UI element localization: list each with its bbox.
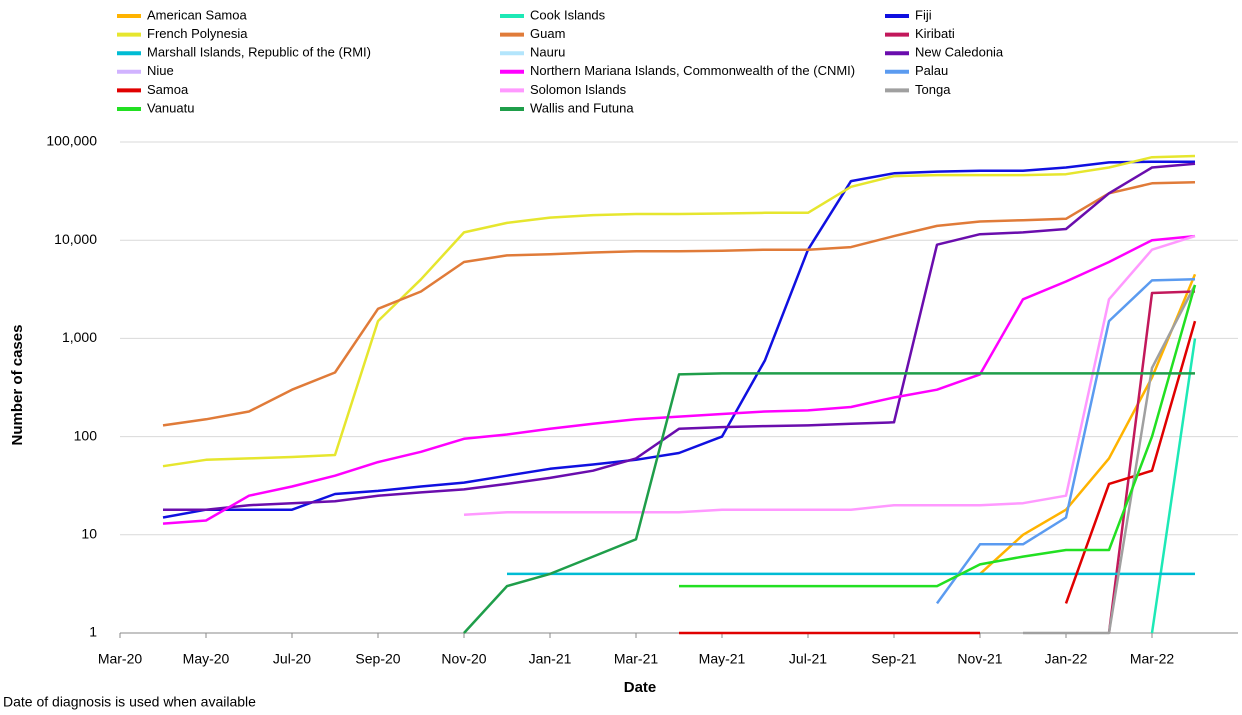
x-tick-label: Jan-22	[1045, 651, 1088, 667]
footnote: Date of diagnosis is used when available	[3, 694, 256, 710]
legend-label: American Samoa	[147, 7, 247, 22]
series-line	[979, 273, 1197, 575]
legend-label: Samoa	[147, 82, 189, 97]
x-tick-label: Mar-21	[614, 651, 659, 667]
series-line	[679, 284, 1197, 588]
series-line	[679, 320, 1197, 635]
series-line	[1023, 284, 1197, 635]
series-line	[463, 372, 1195, 634]
legend-label: Palau	[915, 63, 948, 78]
y-tick-label: 10	[81, 526, 97, 542]
y-tick-label: 100,000	[46, 133, 97, 149]
series-line	[162, 234, 1196, 525]
legend-label: Solomon Islands	[530, 82, 627, 97]
series-line	[463, 234, 1196, 517]
legend-label: Nauru	[530, 45, 565, 60]
x-tick-label: Jul-21	[789, 651, 827, 667]
legend-label: Guam	[530, 26, 565, 41]
y-tick-label: 1,000	[62, 329, 97, 345]
series-line	[163, 162, 1196, 511]
series-line	[935, 278, 1196, 605]
x-tick-label: Jan-21	[529, 651, 572, 667]
series-line	[162, 154, 1196, 468]
x-tick-label: May-21	[699, 651, 746, 667]
x-tick-label: May-20	[183, 651, 230, 667]
legend-label: Fiji	[915, 7, 932, 22]
x-tick-label: Sep-21	[871, 651, 916, 667]
y-tick-label: 1	[89, 624, 97, 640]
x-tick-label: Mar-20	[98, 651, 143, 667]
legend-label: French Polynesia	[147, 26, 248, 41]
legend-label: Kiribati	[915, 26, 955, 41]
legend-label: Cook Islands	[530, 7, 606, 22]
series-line	[162, 160, 1195, 519]
legend-label: Tonga	[915, 82, 951, 97]
x-tick-label: Jul-20	[273, 651, 311, 667]
legend-label: Niue	[147, 63, 174, 78]
series-line	[162, 180, 1196, 427]
x-tick-label: Nov-20	[441, 651, 486, 667]
y-tick-label: 10,000	[54, 231, 97, 247]
x-tick-label: Sep-20	[355, 651, 400, 667]
y-axis-title: Number of cases	[9, 325, 26, 446]
y-tick-label: 100	[74, 427, 98, 443]
x-tick-label: Mar-22	[1130, 651, 1175, 667]
legend-label: Wallis and Futuna	[530, 100, 634, 115]
legend-label: New Caledonia	[915, 45, 1004, 60]
legend-label: Northern Mariana Islands, Commonwealth o…	[530, 63, 855, 78]
legend-label: Marshall Islands, Republic of the (RMI)	[147, 45, 371, 60]
series-line	[1150, 338, 1197, 634]
x-tick-label: Nov-21	[957, 651, 1002, 667]
x-axis-title: Date	[624, 679, 657, 696]
legend-label: Vanuatu	[147, 100, 194, 115]
series-line	[1107, 290, 1196, 634]
